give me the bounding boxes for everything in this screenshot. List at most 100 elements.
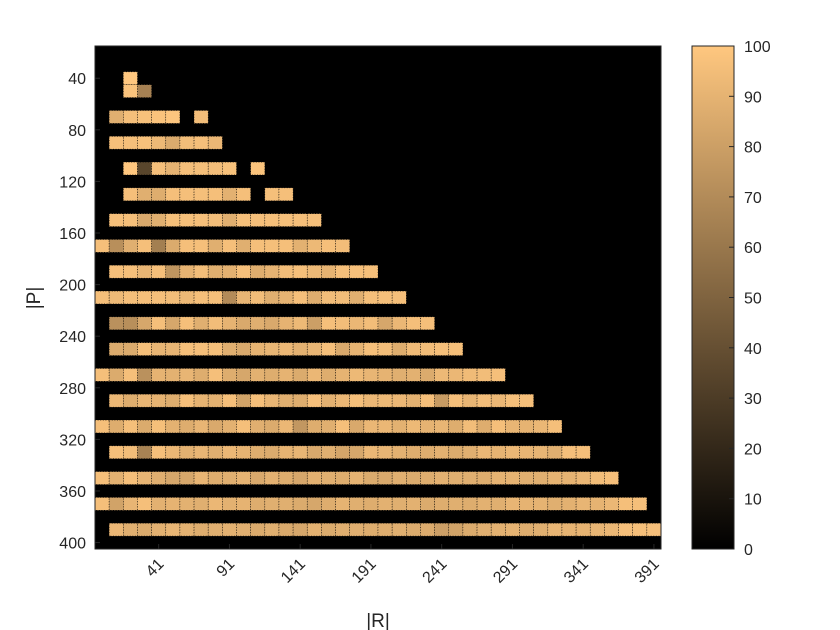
heatmap-cell bbox=[490, 419, 506, 434]
heatmap-cell bbox=[193, 471, 209, 485]
heatmap-cell bbox=[264, 393, 280, 408]
plot-area-frame bbox=[94, 45, 662, 550]
heatmap-cell bbox=[363, 316, 379, 331]
heatmap-cell bbox=[391, 342, 407, 356]
heatmap-cell bbox=[137, 84, 152, 98]
heatmap-cell bbox=[264, 445, 280, 460]
heatmap-cell bbox=[391, 445, 407, 460]
heatmap-cell bbox=[604, 471, 619, 485]
heatmap-cell bbox=[292, 342, 308, 356]
heatmap-cell bbox=[306, 522, 322, 537]
colorbar-tick-label: 20 bbox=[744, 441, 762, 458]
heatmap-cell bbox=[420, 342, 435, 356]
heatmap-cell bbox=[349, 445, 365, 460]
heatmap-cell bbox=[377, 522, 393, 537]
heatmap-cell bbox=[179, 264, 195, 279]
heatmap-cell bbox=[278, 497, 294, 511]
heatmap-cell bbox=[137, 497, 152, 511]
heatmap-cell bbox=[575, 471, 591, 485]
heatmap-cell bbox=[349, 264, 365, 279]
heatmap-cell bbox=[547, 522, 563, 537]
heatmap-cell bbox=[349, 290, 365, 305]
heatmap-cell bbox=[193, 161, 209, 176]
heatmap-cell bbox=[490, 497, 506, 511]
heatmap-cell bbox=[363, 290, 379, 305]
heatmap-cell bbox=[179, 419, 195, 434]
heatmap-cell bbox=[405, 497, 421, 511]
heatmap-cell bbox=[193, 264, 209, 279]
heatmap-cell bbox=[151, 239, 167, 253]
heatmap-cell bbox=[207, 522, 223, 537]
heatmap-cell bbox=[391, 393, 407, 408]
heatmap-cell bbox=[222, 161, 237, 176]
heatmap-cell bbox=[391, 368, 407, 382]
heatmap-cell bbox=[108, 497, 124, 511]
heatmap-cell bbox=[306, 213, 322, 227]
heatmap-cell bbox=[207, 497, 223, 511]
heatmap-cell bbox=[391, 316, 407, 331]
heatmap-cell bbox=[165, 110, 181, 124]
heatmap-cell bbox=[505, 419, 520, 434]
heatmap-cell bbox=[618, 522, 633, 537]
heatmap-cell bbox=[306, 316, 322, 331]
heatmap-cell bbox=[533, 419, 549, 434]
heatmap-cell bbox=[306, 419, 322, 434]
heatmap-cell bbox=[207, 161, 223, 176]
heatmap-cell bbox=[306, 264, 322, 279]
heatmap-cell bbox=[236, 419, 251, 434]
heatmap-cell bbox=[137, 522, 152, 537]
heatmap-cell bbox=[250, 497, 266, 511]
heatmap-cell bbox=[94, 368, 110, 382]
heatmap-cell bbox=[292, 239, 308, 253]
heatmap-cell bbox=[363, 445, 379, 460]
heatmap-cell bbox=[222, 471, 237, 485]
heatmap-cell bbox=[462, 419, 478, 434]
heatmap-cell bbox=[236, 445, 251, 460]
colorbar-tick-label: 100 bbox=[744, 39, 771, 56]
heatmap-cell bbox=[94, 497, 110, 511]
heatmap-cell bbox=[335, 497, 350, 511]
heatmap-cell bbox=[547, 471, 563, 485]
heatmap-cell bbox=[264, 264, 280, 279]
x-tick-label: 41 bbox=[143, 556, 168, 581]
heatmap-cell bbox=[476, 368, 492, 382]
heatmap-cell bbox=[448, 368, 464, 382]
heatmap-cell bbox=[335, 290, 350, 305]
heatmap-cell bbox=[448, 522, 464, 537]
x-tick-label: 191 bbox=[349, 556, 380, 587]
heatmap-cell bbox=[250, 264, 266, 279]
heatmap-cell bbox=[363, 368, 379, 382]
x-tick-label: 241 bbox=[420, 556, 451, 587]
heatmap-cell bbox=[179, 316, 195, 331]
heatmap-cell bbox=[490, 393, 506, 408]
heatmap-cell bbox=[151, 368, 167, 382]
heatmap-cell bbox=[236, 342, 251, 356]
x-tick-label: 341 bbox=[561, 556, 592, 587]
heatmap-cell bbox=[519, 471, 534, 485]
heatmap-cell bbox=[349, 393, 365, 408]
heatmap-cell bbox=[108, 135, 124, 150]
heatmap-cell bbox=[420, 393, 435, 408]
heatmap-cell bbox=[151, 213, 167, 227]
heatmap-cell bbox=[222, 187, 237, 202]
heatmap-cell bbox=[292, 497, 308, 511]
heatmap-cell bbox=[123, 71, 138, 85]
heatmap-cell bbox=[349, 522, 365, 537]
heatmap-cell bbox=[363, 471, 379, 485]
heatmap-cell bbox=[321, 264, 336, 279]
heatmap-cell bbox=[278, 368, 294, 382]
heatmap-cell bbox=[123, 419, 138, 434]
heatmap-cell bbox=[165, 497, 181, 511]
heatmap-cell bbox=[264, 497, 280, 511]
heatmap-cell bbox=[123, 135, 138, 150]
heatmap-cell bbox=[278, 419, 294, 434]
heatmap-cell bbox=[561, 471, 577, 485]
heatmap-cell bbox=[335, 419, 350, 434]
heatmap-cell bbox=[193, 419, 209, 434]
heatmap-cell bbox=[179, 393, 195, 408]
heatmap-cell bbox=[278, 290, 294, 305]
heatmap-cell bbox=[123, 264, 138, 279]
heatmap-cell bbox=[462, 522, 478, 537]
heatmap-cell bbox=[222, 264, 237, 279]
heatmap-cell bbox=[250, 213, 266, 227]
